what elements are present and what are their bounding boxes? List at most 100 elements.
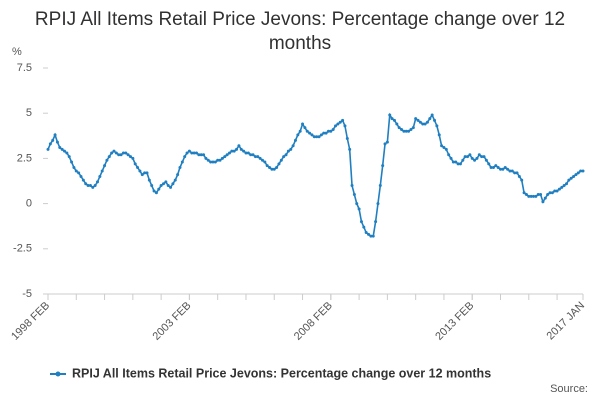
y-tick-label: 2.5 <box>17 152 32 164</box>
point <box>145 171 149 175</box>
point <box>253 155 257 159</box>
point <box>334 124 338 128</box>
point <box>418 120 422 124</box>
point <box>557 187 561 191</box>
point <box>178 165 182 169</box>
point <box>121 151 125 155</box>
point <box>265 164 269 168</box>
point <box>70 160 74 164</box>
point <box>480 155 484 159</box>
point <box>352 193 356 197</box>
point <box>390 117 394 121</box>
point <box>414 117 418 121</box>
point <box>126 153 130 157</box>
point <box>291 144 295 148</box>
point <box>362 225 366 229</box>
point <box>138 169 142 173</box>
point <box>543 196 547 200</box>
point <box>539 193 543 197</box>
legend-marker <box>55 371 61 377</box>
point <box>345 137 349 141</box>
point <box>277 162 281 166</box>
point <box>574 173 578 177</box>
point <box>534 194 538 198</box>
point <box>296 133 300 137</box>
point <box>341 118 345 122</box>
point <box>491 165 495 169</box>
point <box>501 167 505 171</box>
point <box>112 149 116 153</box>
point <box>72 165 76 169</box>
point <box>230 149 234 153</box>
point <box>246 151 250 155</box>
point <box>388 113 392 117</box>
point <box>532 194 536 198</box>
point <box>317 135 321 139</box>
point <box>433 118 437 122</box>
point <box>284 153 288 157</box>
point <box>383 142 387 146</box>
point <box>562 184 566 188</box>
point <box>319 133 323 137</box>
point <box>53 133 57 137</box>
point <box>157 187 161 191</box>
point <box>416 118 420 122</box>
point <box>409 127 413 131</box>
point <box>159 184 163 188</box>
point <box>227 151 231 155</box>
x-tick-label: 2017 JAN <box>545 300 588 343</box>
point <box>576 171 580 175</box>
point <box>197 153 201 157</box>
point <box>272 167 276 171</box>
point <box>581 169 585 173</box>
point <box>286 149 290 153</box>
point <box>216 158 220 162</box>
point <box>279 158 283 162</box>
point <box>84 182 88 186</box>
y-tick-label: -2.5 <box>13 243 32 255</box>
point <box>103 164 107 168</box>
point <box>305 129 309 133</box>
point <box>487 162 491 166</box>
point <box>475 156 479 160</box>
point <box>213 160 217 164</box>
point <box>86 184 90 188</box>
y-tick-label: -5 <box>22 288 32 300</box>
point <box>343 124 347 128</box>
point <box>430 113 434 117</box>
point <box>194 151 198 155</box>
point <box>402 129 406 133</box>
point <box>513 171 517 175</box>
point <box>117 153 121 157</box>
point <box>204 156 208 160</box>
point <box>527 194 531 198</box>
point <box>62 149 66 153</box>
point <box>220 156 224 160</box>
point <box>263 160 267 164</box>
point <box>536 193 540 197</box>
point <box>249 153 253 157</box>
point <box>392 118 396 122</box>
point <box>435 124 439 128</box>
point <box>458 162 462 166</box>
point <box>260 158 264 162</box>
point <box>555 189 559 193</box>
point <box>91 185 95 189</box>
point <box>105 158 109 162</box>
point <box>209 160 213 164</box>
point <box>411 126 415 130</box>
x-tick-label: 2008 FEB <box>292 300 335 343</box>
point <box>364 231 368 235</box>
point <box>326 129 330 133</box>
point <box>270 167 274 171</box>
point <box>60 147 64 151</box>
point <box>451 160 455 164</box>
point <box>378 184 382 188</box>
point <box>553 189 557 193</box>
point <box>173 178 177 182</box>
point <box>282 155 286 159</box>
point <box>140 173 144 177</box>
point <box>385 140 389 144</box>
point <box>567 178 571 182</box>
point <box>176 173 180 177</box>
